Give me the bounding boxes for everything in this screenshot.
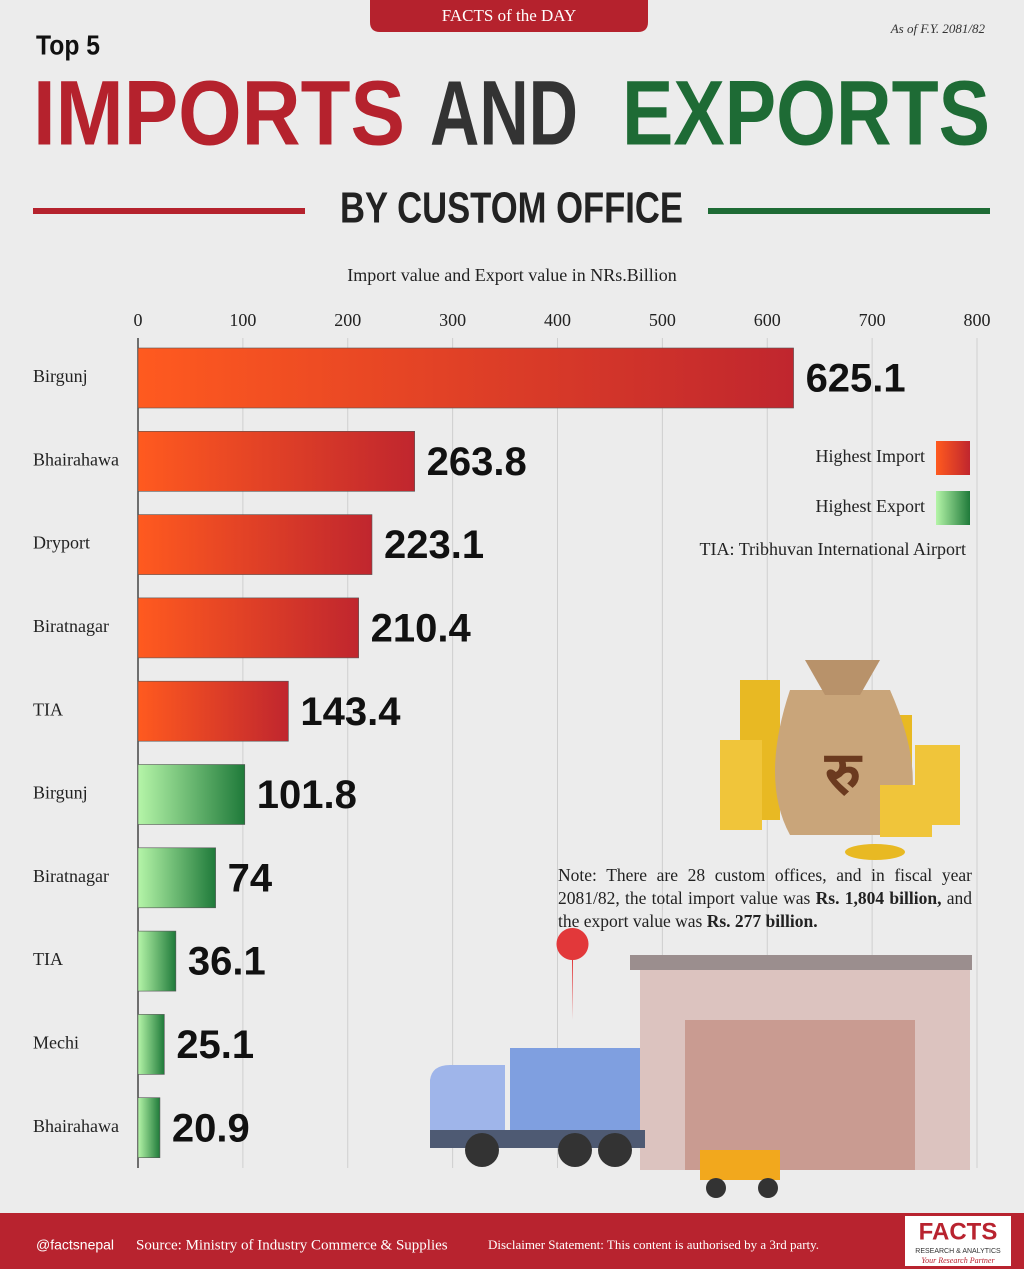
banner: FACTS of the DAY [442, 6, 577, 25]
value-label: 210.4 [371, 606, 472, 650]
title-imports: IMPORTS [33, 62, 405, 164]
logo-tagline: RESEARCH & ANALYTICS [915, 1248, 1001, 1255]
value-label: 223.1 [384, 523, 484, 567]
x-tick-label: 400 [544, 310, 571, 330]
footer-handle: @factsnepal [36, 1237, 114, 1253]
money-illustration: रु [720, 660, 960, 860]
y-tick-label: Birgunj [33, 366, 88, 386]
subtitle: BY CUSTOM OFFICE [340, 184, 683, 233]
note: Note: There are 28 custom offices, and i… [558, 864, 972, 933]
y-tick-label: TIA [33, 699, 63, 719]
svg-text:रु: रु [824, 741, 863, 807]
legend-label: Highest Export [816, 496, 926, 516]
note-text: Note: There are 28 custom offices, and i… [558, 865, 972, 908]
as-of: As of F.Y. 2081/82 [890, 21, 986, 36]
bar [137, 1097, 161, 1158]
bar [137, 1014, 165, 1075]
x-tick-label: 600 [754, 310, 781, 330]
value-label: 36.1 [188, 940, 266, 984]
warehouse-illustration [430, 928, 972, 1198]
note-bold: Rs. 277 billion. [706, 911, 818, 931]
legend-swatch [936, 441, 970, 475]
x-tick-label: 500 [649, 310, 676, 330]
note-bold: Rs. 1,804 billion, [815, 888, 942, 908]
legend-label: Highest Import [816, 446, 926, 466]
bar [137, 680, 289, 742]
bar [137, 430, 415, 492]
y-tick-label: Biratnagar [33, 866, 109, 886]
y-tick-label: Biratnagar [33, 616, 109, 636]
value-label: 263.8 [427, 440, 527, 484]
y-tick-label: Dryport [33, 533, 90, 553]
y-tick-label: Bhairahawa [33, 449, 119, 469]
value-label: 20.9 [172, 1106, 250, 1150]
note-text: and the export value was [558, 888, 972, 931]
banner-tab [370, 0, 648, 32]
footer-disclaimer: Disclaimer Statement: This content is au… [488, 1237, 819, 1252]
title-exports: EXPORTS [622, 62, 990, 164]
x-tick-label: 100 [229, 310, 256, 330]
value-label: 74 [228, 856, 273, 900]
logo-slogan: Your Research Partner [921, 1256, 995, 1265]
bar [137, 347, 794, 409]
y-tick-label: Birgunj [33, 783, 88, 803]
legend-note: TIA: Tribhuvan International Airport [700, 539, 966, 559]
x-tick-label: 200 [334, 310, 361, 330]
logo-name: FACTS [919, 1218, 998, 1245]
plot: 0 100 200 300 400 500 600 700 800 Birgunj Bhairaha… [33, 310, 991, 1168]
value-label: 143.4 [300, 690, 401, 734]
footer-source: Source: Ministry of Industry Commerce & … [136, 1237, 448, 1253]
footer-bar [0, 1213, 1024, 1269]
value-label: 101.8 [257, 773, 357, 817]
x-tick-label: 700 [859, 310, 886, 330]
value-label: 625.1 [806, 357, 906, 401]
logo-box [905, 1216, 1011, 1266]
value-label: 25.1 [176, 1023, 254, 1067]
bar [137, 930, 177, 992]
x-tick-label: 300 [439, 310, 466, 330]
rule-red [33, 208, 305, 214]
bar [137, 597, 359, 659]
bar [137, 514, 373, 575]
y-tick-label: TIA [33, 949, 63, 969]
rule-green [708, 208, 990, 214]
legend-swatch [936, 491, 970, 525]
x-tick-label: 0 [134, 310, 143, 330]
y-tick-label: Bhairahawa [33, 1116, 119, 1136]
x-tick-label: 800 [964, 310, 991, 330]
axis-label: Import value and Export value in NRs.Bil… [347, 265, 676, 285]
y-tick-label: Mechi [33, 1033, 79, 1053]
bar [137, 764, 246, 825]
title-and: AND [430, 62, 578, 164]
bar [137, 847, 216, 909]
kicker: Top 5 [36, 29, 100, 60]
